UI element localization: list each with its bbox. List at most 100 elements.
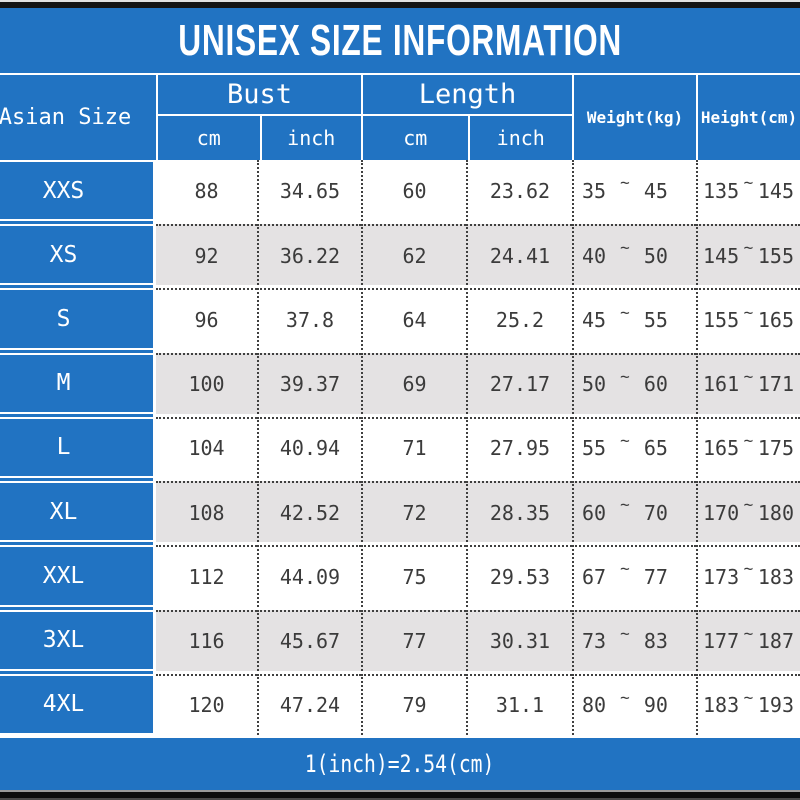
weight-range-cell: 55 ~65 [572,416,696,479]
weight-range-cell: 45 ~55 [572,288,696,350]
top-edge-line [0,0,800,2]
length-inch-cell: 30.31 [466,609,572,671]
length-cm-cell: 69 [361,352,466,414]
header-weight: Weight(kg) [572,75,696,160]
length-cm-cell: 79 [361,673,466,735]
table-row: M 100 39.37 69 27.17 50 ~60 161 ~171 [0,352,800,414]
header-asian-size: Asian Size [0,105,132,130]
tilde-glyph: ~ [743,173,754,193]
bust-cm-cell: 112 [156,545,257,607]
bust-cm-cell: 88 [156,160,257,222]
bust-inch-cell: 34.65 [257,160,361,222]
length-inch-cell: 24.41 [466,224,572,286]
weight-range-cell: 50 ~60 [572,352,696,414]
size-cell: XXS [0,160,156,222]
title-divider-line [0,73,800,75]
header-height: Height(cm) [696,75,800,160]
length-cm-cell: 62 [361,224,466,286]
weight-range-cell: 67 ~77 [572,545,696,607]
table-row: XS 92 36.22 62 24.41 40 ~50 145 ~155 [0,224,800,286]
length-inch-cell: 27.95 [466,416,572,479]
size-cell: 4XL [0,673,156,735]
tilde-glyph: ~ [620,366,630,386]
weight-range-cell: 40 ~50 [572,224,696,286]
table-row: XXL 112 44.09 75 29.53 67 ~77 173 ~183 [0,545,800,607]
footer-gap [0,735,800,738]
height-range-cell: 135 ~145 [696,160,800,222]
size-cell: L [0,416,156,479]
table-header: Asian Size Bust cm inch Length cm inch W… [0,75,800,160]
weight-range-cell: 35 ~45 [572,160,696,222]
footer-band: 1(inch)=2.54(cm) [0,738,800,790]
tilde-glyph: ~ [743,687,754,707]
bust-cm-cell: 116 [156,609,257,671]
size-cell: 3XL [0,609,156,671]
bust-inch-cell: 37.8 [257,288,361,350]
length-inch-cell: 29.53 [466,545,572,607]
tilde-glyph: ~ [743,623,754,643]
weight-range-cell: 60 ~70 [572,481,696,543]
weight-range-cell: 73 ~83 [572,609,696,671]
bust-inch-cell: 39.37 [257,352,361,414]
tilde-glyph: ~ [743,430,754,450]
height-range-cell: 170 ~180 [696,481,800,543]
tilde-glyph: ~ [620,173,630,193]
size-cell: XS [0,224,156,286]
length-inch-cell: 31.1 [466,673,572,735]
bust-cm-cell: 92 [156,224,257,286]
header-length-group: Length cm inch [361,75,572,160]
length-cm-cell: 60 [361,160,466,222]
height-range-cell: 183 ~193 [696,673,800,735]
length-inch-cell: 27.17 [466,352,572,414]
bust-inch-cell: 36.22 [257,224,361,286]
table-row: XL 108 42.52 72 28.35 60 ~70 170 ~180 [0,481,800,543]
height-range-cell: 177 ~187 [696,609,800,671]
header-length-cm: cm [403,126,428,150]
page-title: UNISEX SIZE INFORMATION [178,15,622,65]
size-cell: XXL [0,545,156,607]
length-inch-cell: 23.62 [466,160,572,222]
bust-inch-cell: 44.09 [257,545,361,607]
tilde-glyph: ~ [743,495,754,515]
header-length-inch: inch [467,116,573,160]
table-row: L 104 40.94 71 27.95 55 ~65 165 ~175 [0,416,800,479]
tilde-glyph: ~ [620,302,630,322]
bust-inch-cell: 47.24 [257,673,361,735]
table-row: 3XL 116 45.67 77 30.31 73 ~83 177 ~187 [0,609,800,671]
tilde-glyph: ~ [743,238,754,258]
top-black-bar [0,2,800,8]
tilde-glyph: ~ [620,623,630,643]
header-bust-label: Bust [158,75,361,116]
size-cell: XL [0,481,156,543]
bust-inch-cell: 42.52 [257,481,361,543]
bottom-gray-line [0,790,800,792]
table-row: 4XL 120 47.24 79 31.1 80 ~90 183 ~193 [0,673,800,735]
bust-cm-cell: 120 [156,673,257,735]
header-bust-group: Bust cm inch [156,75,361,160]
table-row: S 96 37.8 64 25.2 45 ~55 155 ~165 [0,288,800,350]
bust-inch-cell: 45.67 [257,609,361,671]
bottom-black-bar [0,792,800,798]
bust-cm-cell: 104 [156,416,257,479]
table-body: XXS 88 34.65 60 23.62 35 ~45 135 ~145 XS 9… [0,160,800,735]
tilde-glyph: ~ [620,430,630,450]
height-range-cell: 155 ~165 [696,288,800,350]
length-cm-cell: 75 [361,545,466,607]
tilde-glyph: ~ [620,687,630,707]
table-row: XXS 88 34.65 60 23.62 35 ~45 135 ~145 [0,160,800,222]
conversion-note: 1(inch)=2.54(cm) [305,750,495,778]
tilde-glyph: ~ [620,559,630,579]
tilde-glyph: ~ [743,559,754,579]
length-inch-cell: 25.2 [466,288,572,350]
height-range-cell: 173 ~183 [696,545,800,607]
size-cell: S [0,288,156,350]
bust-cm-cell: 108 [156,481,257,543]
header-length-label: Length [363,75,572,116]
length-cm-cell: 71 [361,416,466,479]
height-range-cell: 161 ~171 [696,352,800,414]
tilde-glyph: ~ [743,302,754,322]
height-range-cell: 145 ~155 [696,224,800,286]
tilde-glyph: ~ [743,366,754,386]
bottom-edge-line [0,798,800,800]
bust-inch-cell: 40.94 [257,416,361,479]
